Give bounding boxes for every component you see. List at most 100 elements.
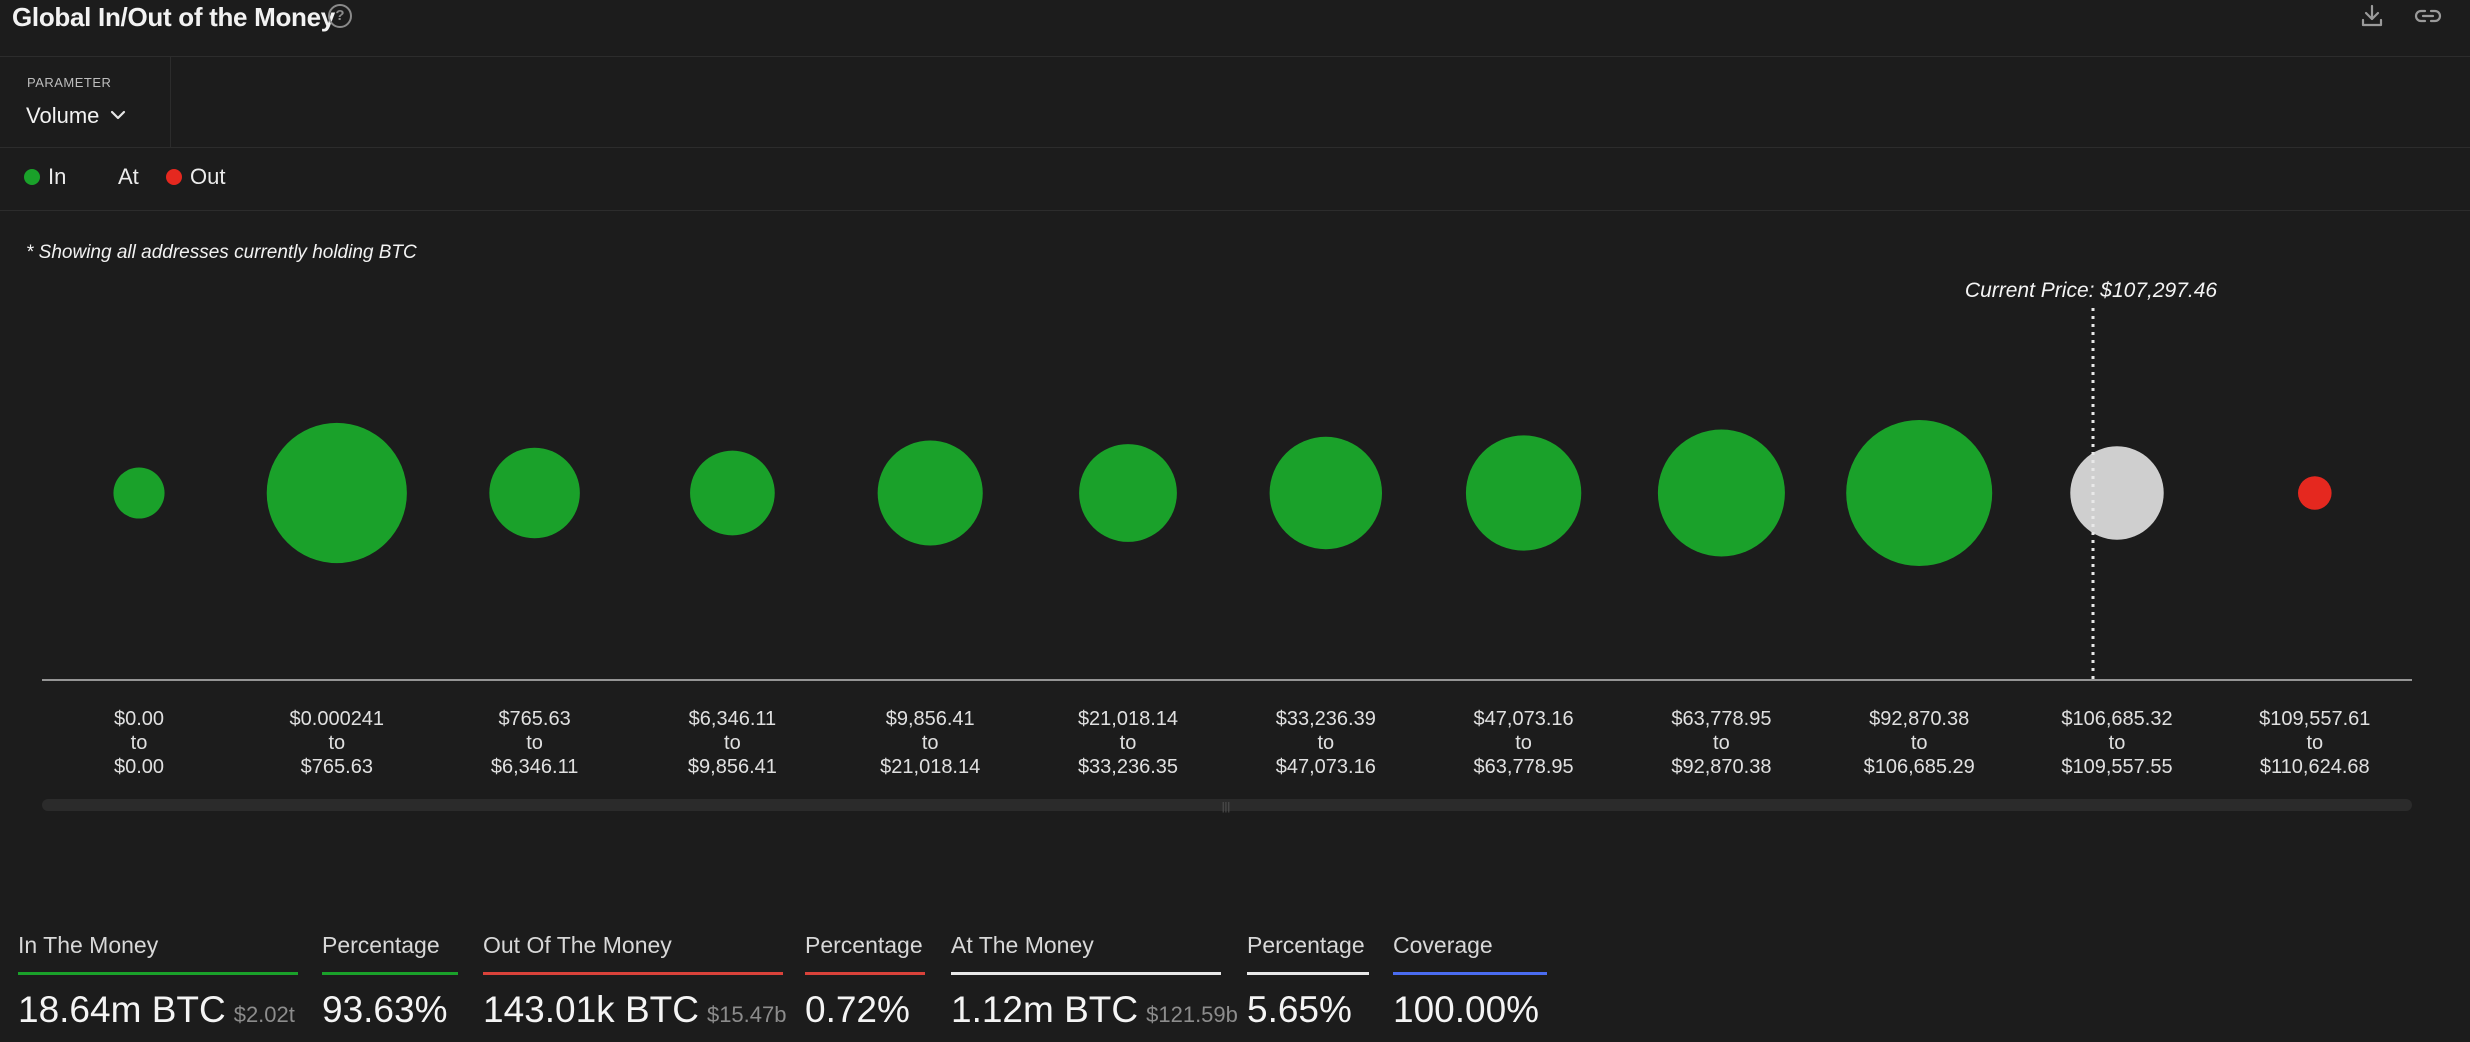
stat-label: Out Of The Money [483, 932, 672, 958]
bubble-in[interactable] [113, 467, 165, 519]
tick-label-to: $9,856.41 [688, 756, 777, 778]
link-icon[interactable] [2412, 2, 2444, 30]
stat-underline [1247, 972, 1369, 975]
legend-item-in[interactable]: In [24, 164, 66, 190]
stat-underline [805, 972, 925, 975]
legend-item-at[interactable]: At [118, 164, 139, 190]
legend-label-at: At [118, 164, 139, 189]
stat-underline [483, 972, 783, 975]
stat-at-the-money: At The Money 1.12m BTC $121.59b [951, 932, 1238, 1031]
bubble-in[interactable] [1465, 435, 1582, 551]
chart-note: * Showing all addresses currently holdin… [26, 242, 417, 263]
parameter-label: PARAMETER [27, 75, 112, 90]
stat-underline [322, 972, 458, 975]
stat-value: 100.00% [1393, 989, 1540, 1030]
page-title: Global In/Out of the Money [12, 2, 335, 32]
tick-label-connector: to [922, 732, 939, 754]
tick-label-from: $0.000241 [290, 708, 385, 730]
stat-percentage: Percentage 5.65% [1247, 932, 1369, 1031]
bubble-chart: |||$0.00to$0.00$0.000241to$765.63$765.63… [42, 279, 2412, 813]
tick-label-from: $47,073.16 [1474, 708, 1574, 730]
stat-label: Percentage [322, 932, 440, 958]
tick-label-from: $0.00 [114, 708, 164, 730]
tick-label-connector: to [1317, 732, 1334, 754]
tick-label-connector: to [1515, 732, 1532, 754]
tick-label-to: $765.63 [301, 756, 373, 778]
tick-label-to: $47,073.16 [1276, 756, 1376, 778]
stat-value: 143.01k BTC $15.47b [483, 989, 787, 1030]
stat-usd-value: $15.47b [706, 1002, 787, 1027]
tick-label-to: $0.00 [114, 756, 164, 778]
legend-dot-out [166, 169, 182, 185]
tick-label-connector: to [131, 732, 148, 754]
current-price-label: Current Price: $107,297.46 [1965, 279, 2217, 302]
tick-label-connector: to [2109, 732, 2126, 754]
bubble-in[interactable] [1657, 429, 1785, 557]
stat-label: Percentage [1247, 932, 1365, 958]
tick-label-to: $63,778.95 [1474, 756, 1574, 778]
tick-label-from: $21,018.14 [1078, 708, 1178, 730]
tick-label-from: $765.63 [498, 708, 570, 730]
chevron-down-icon[interactable] [110, 109, 126, 121]
download-icon[interactable] [2358, 2, 2386, 30]
stat-label: Coverage [1393, 932, 1493, 958]
stat-value: 0.72% [805, 989, 910, 1030]
stat-label: In The Money [18, 932, 159, 958]
stat-underline [951, 972, 1221, 975]
tick-label-connector: to [1120, 732, 1137, 754]
stat-value: 93.63% [322, 989, 448, 1030]
legend-dot-in [24, 169, 40, 185]
bubble-in[interactable] [1079, 444, 1177, 542]
tick-label-to: $92,870.38 [1671, 756, 1771, 778]
stat-percentage: Percentage 93.63% [322, 932, 458, 1031]
bubble-in[interactable] [266, 422, 407, 564]
tick-label-from: $109,557.61 [2259, 708, 2370, 730]
divider [0, 147, 2470, 148]
legend-label-out: Out [190, 164, 226, 189]
legend-label-in: In [48, 164, 67, 189]
question-circle-icon[interactable]: ? [328, 4, 352, 28]
scrollbar-grip-icon: ||| [1222, 801, 1231, 813]
tick-label-connector: to [328, 732, 345, 754]
tick-label-from: $92,870.38 [1869, 708, 1969, 730]
divider [0, 210, 2470, 211]
widget-header: Global In/Out of the Money ? [0, 0, 2470, 57]
tick-label-connector: to [724, 732, 741, 754]
legend-item-out[interactable]: Out [166, 164, 225, 190]
tick-label-to: $21,018.14 [880, 756, 980, 778]
stat-value: 1.12m BTC $121.59b [951, 989, 1238, 1030]
tick-label-from: $9,856.41 [886, 708, 975, 730]
stat-percentage: Percentage 0.72% [805, 932, 925, 1031]
tick-label-from: $106,685.32 [2061, 708, 2172, 730]
stat-underline [1393, 972, 1547, 975]
bubble-in[interactable] [690, 450, 775, 536]
bubble-out[interactable] [2298, 476, 2332, 510]
stat-usd-value: $2.02t [233, 1002, 295, 1027]
stat-value: 18.64m BTC $2.02t [18, 989, 295, 1030]
parameter-value[interactable]: Volume [26, 103, 100, 128]
tick-label-connector: to [526, 732, 543, 754]
bubble-in[interactable] [1269, 436, 1383, 550]
stat-value: 5.65% [1247, 989, 1352, 1030]
stat-in-the-money: In The Money 18.64m BTC $2.02t [18, 932, 298, 1031]
stat-label: At The Money [951, 932, 1094, 958]
tick-label-from: $63,778.95 [1671, 708, 1771, 730]
tick-label-to: $6,346.11 [491, 756, 579, 778]
stat-label: Percentage [805, 932, 923, 958]
tick-label-to: $33,236.35 [1078, 756, 1178, 778]
bubble-in[interactable] [1846, 420, 1993, 566]
tick-label-from: $6,346.11 [689, 708, 777, 730]
tick-label-connector: to [2306, 732, 2323, 754]
parameter-selector[interactable]: PARAMETER Volume [0, 57, 171, 147]
stat-underline [18, 972, 298, 975]
stat-out-of-the-money: Out Of The Money 143.01k BTC $15.47b [483, 932, 786, 1031]
bubble-in[interactable] [489, 447, 580, 539]
tick-label-connector: to [1713, 732, 1730, 754]
tick-label-to: $109,557.55 [2061, 756, 2172, 778]
chart-scrollbar[interactable] [42, 799, 2412, 811]
bubble-in[interactable] [877, 440, 983, 546]
bubble-at[interactable] [2070, 446, 2164, 540]
stat-coverage: Coverage 100.00% [1393, 932, 1547, 1031]
tick-label-to: $110,624.68 [2260, 756, 2370, 778]
tick-label-from: $33,236.39 [1276, 708, 1376, 730]
